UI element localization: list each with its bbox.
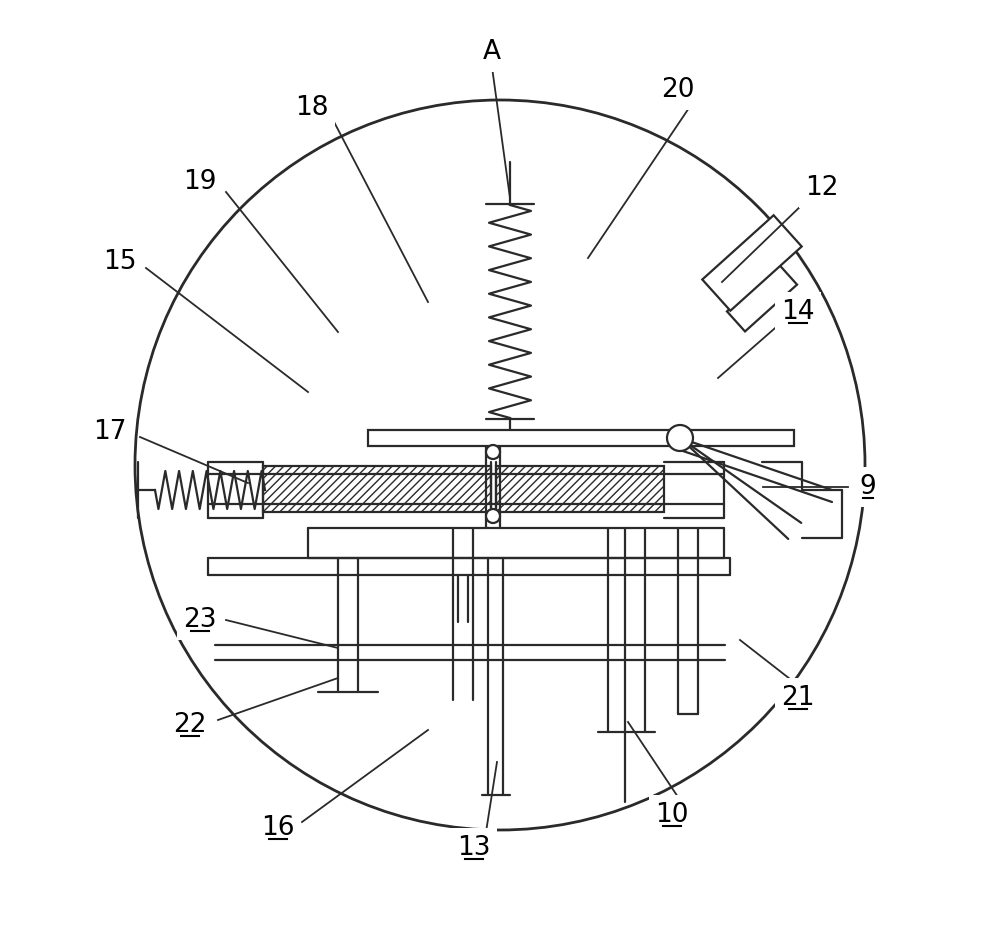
FancyBboxPatch shape — [263, 466, 491, 512]
Text: 23: 23 — [183, 607, 217, 633]
Text: 20: 20 — [661, 77, 695, 103]
Text: 21: 21 — [781, 685, 815, 711]
Text: 19: 19 — [183, 169, 217, 195]
Text: 22: 22 — [173, 712, 207, 738]
Polygon shape — [727, 264, 797, 331]
Text: 9: 9 — [860, 474, 876, 500]
Circle shape — [486, 445, 500, 459]
Text: 12: 12 — [805, 175, 839, 201]
Circle shape — [667, 425, 693, 451]
Text: 16: 16 — [261, 815, 295, 841]
Circle shape — [486, 509, 500, 523]
Text: 13: 13 — [457, 835, 491, 861]
Text: 10: 10 — [655, 802, 689, 828]
Text: 18: 18 — [295, 95, 329, 121]
Text: 14: 14 — [781, 299, 815, 325]
Text: 15: 15 — [103, 249, 137, 275]
Text: 17: 17 — [93, 419, 127, 445]
FancyBboxPatch shape — [496, 466, 664, 512]
Text: A: A — [483, 39, 501, 65]
FancyBboxPatch shape — [368, 430, 794, 446]
Polygon shape — [702, 215, 802, 311]
